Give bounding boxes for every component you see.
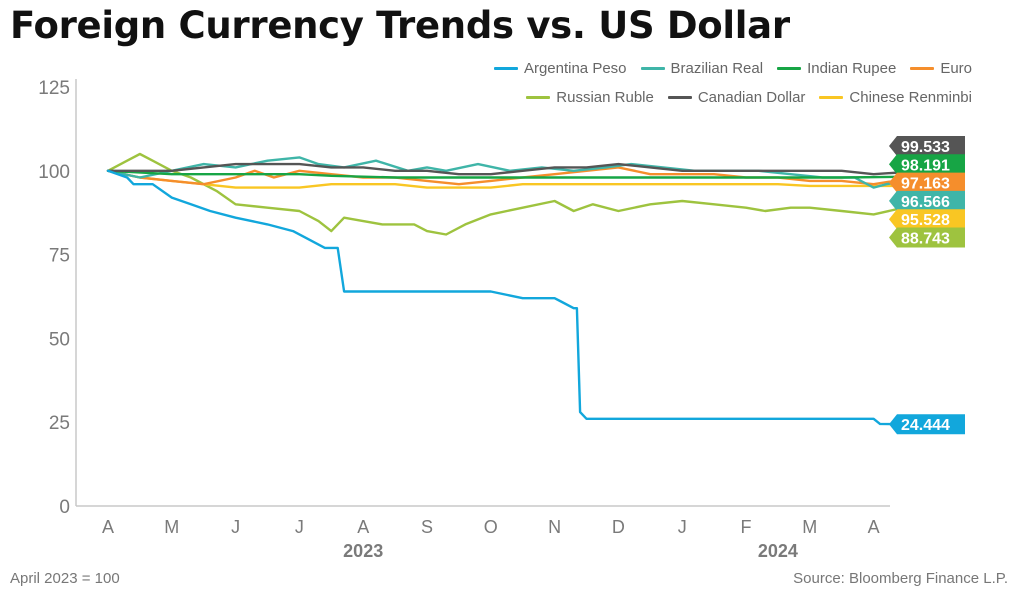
legend-label: Canadian Dollar	[697, 89, 806, 106]
legend-swatch	[667, 96, 692, 99]
y-tick-label: 125	[38, 78, 70, 99]
end-label-text: 96.566	[901, 194, 950, 211]
chart-title: Foreign Currency Trends vs. US Dollar	[10, 4, 790, 47]
legend-label: Euro	[940, 60, 972, 77]
y-tick-label: 0	[59, 497, 70, 518]
x-tick-label: A	[102, 517, 114, 537]
legend-item-russian-ruble: Russian Ruble	[526, 89, 654, 106]
legend-item-indian-rupee: Indian Rupee	[777, 60, 896, 77]
end-label-text: 88.743	[901, 231, 950, 248]
end-label-argentina-peso: 24.444	[889, 414, 965, 435]
legend-swatch	[526, 96, 551, 99]
x-tick-label: M	[802, 517, 817, 537]
x-tick-label: J	[295, 517, 304, 537]
end-label-indian-rupee: 98.191	[889, 154, 965, 175]
legend-label: Chinese Renminbi	[849, 89, 972, 106]
legend-label: Indian Rupee	[807, 60, 897, 77]
legend-item-canadian-dollar: Canadian Dollar	[667, 89, 806, 106]
series-lines	[106, 152, 901, 426]
y-axis: 0 25 50 75 100 125	[38, 78, 77, 518]
year-label: 2023	[343, 541, 383, 560]
x-tick-label: A	[868, 517, 880, 537]
series-line-indian-rupee	[106, 169, 901, 179]
y-tick-label: 25	[49, 413, 70, 434]
year-label: 2024	[758, 541, 798, 560]
series-line-argentina-peso	[106, 169, 901, 426]
x-tick-label: D	[612, 517, 625, 537]
end-label-brazilian-real: 96.566	[889, 190, 965, 211]
end-label-text: 99.533	[901, 139, 950, 156]
legend-item-chinese-renminbi: Chinese Renminbi	[819, 89, 972, 106]
legend-label: Brazilian Real	[670, 60, 764, 77]
legend-swatch	[493, 67, 518, 70]
legend-item-argentina-peso: Argentina Peso	[493, 60, 627, 77]
end-label-text: 95.528	[901, 212, 950, 229]
series-line-canadian-dollar	[106, 162, 901, 176]
end-label-text: 24.444	[901, 417, 950, 434]
x-tick-label: S	[421, 517, 433, 537]
legend-swatch	[640, 67, 665, 70]
y-tick-label: 75	[49, 246, 70, 267]
end-label-text: 97.163	[901, 176, 950, 193]
line-chart: 0 25 50 75 100 125 A M J J A S O N D J F M A 2023 2024 99.5…	[38, 78, 965, 560]
end-label-euro: 97.163	[889, 172, 965, 193]
series-line-chinese-renminbi	[106, 169, 901, 189]
x-axis: A M J J A S O N D J F M A 2023 2024	[76, 505, 890, 560]
x-tick-label: J	[678, 517, 687, 537]
legend-label: Argentina Peso	[523, 60, 627, 77]
x-tick-label: O	[484, 517, 498, 537]
y-tick-label: 100	[38, 162, 70, 183]
x-tick-label: M	[164, 517, 179, 537]
base-note: April 2023 = 100	[10, 570, 120, 587]
x-tick-label: J	[231, 517, 240, 537]
series-line-russian-ruble	[106, 152, 901, 236]
legend-swatch	[777, 67, 802, 70]
legend-item-euro: Euro	[910, 60, 972, 77]
y-tick-label: 50	[49, 329, 70, 350]
end-label-canadian-dollar: 99.533	[889, 136, 965, 156]
x-tick-label: A	[357, 517, 369, 537]
legend-item-brazilian-real: Brazilian Real	[640, 60, 764, 77]
source-note: Source: Bloomberg Finance L.P.	[793, 570, 1008, 587]
legend-swatch	[910, 67, 935, 70]
end-label-chinese-renminbi: 95.528	[889, 209, 965, 230]
legend-label: Russian Ruble	[556, 89, 654, 106]
legend-swatch	[819, 96, 844, 99]
end-label-russian-ruble: 88.743	[889, 227, 965, 248]
x-tick-label: N	[548, 517, 561, 537]
x-tick-label: F	[741, 517, 752, 537]
chart-legend: Argentina Peso Brazilian Real Indian Rupee…	[452, 60, 972, 106]
end-label-text: 98.191	[901, 157, 950, 174]
